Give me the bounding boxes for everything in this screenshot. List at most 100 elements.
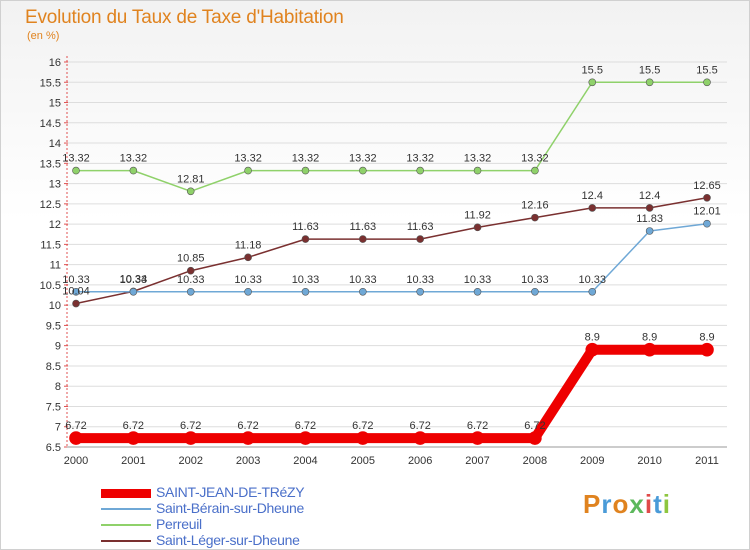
- data-point: [703, 219, 711, 228]
- y-tick-label: 10.5: [40, 280, 61, 292]
- data-label: 12.16: [521, 200, 549, 212]
- data-label: 6.72: [123, 420, 144, 432]
- logo-letter: x: [629, 489, 645, 519]
- data-point: [244, 287, 252, 296]
- y-tick-label: 13.5: [40, 158, 61, 170]
- data-label: 10.33: [521, 274, 549, 286]
- data-label: 10.33: [406, 274, 434, 286]
- x-tick-label: 2010: [637, 455, 661, 467]
- data-point: [416, 235, 424, 243]
- data-label: 10.33: [579, 274, 607, 286]
- data-label: 6.72: [352, 420, 373, 432]
- data-label: 6.72: [467, 420, 488, 432]
- y-tick-label: 11.5: [40, 239, 61, 251]
- x-tick-label: 2003: [236, 455, 260, 467]
- data-label: 10.85: [177, 253, 205, 265]
- y-tick-label: 8.5: [46, 361, 61, 373]
- logo-letter: r: [601, 489, 613, 519]
- data-point: [588, 78, 597, 87]
- data-label: 6.72: [180, 420, 201, 432]
- data-label: 6.72: [409, 420, 430, 432]
- y-tick-label: 11: [50, 260, 61, 272]
- data-label: 10.34: [120, 273, 148, 285]
- data-label: 10.33: [292, 274, 320, 286]
- y-tick-label: 6.5: [46, 442, 61, 454]
- data-point: [126, 431, 141, 445]
- y-tick-label: 15: [49, 98, 61, 110]
- data-label: 11.83: [636, 213, 663, 225]
- data-point: [585, 342, 600, 357]
- legend-swatch: [101, 524, 151, 526]
- data-point: [359, 287, 367, 296]
- data-point: [531, 213, 539, 222]
- legend-label: SAINT-JEAN-DE-TRéZY: [156, 484, 305, 500]
- x-tick-label: 2000: [64, 455, 88, 467]
- data-point: [72, 299, 80, 308]
- data-point: [473, 166, 482, 175]
- data-point: [416, 166, 424, 175]
- data-point: [301, 287, 310, 296]
- data-point: [186, 187, 195, 196]
- data-point: [588, 204, 597, 212]
- data-label: 10.33: [234, 274, 262, 286]
- data-label: 10.33: [62, 274, 90, 286]
- data-label: 6.72: [237, 420, 258, 432]
- data-point: [129, 287, 138, 296]
- data-point: [359, 166, 367, 175]
- x-tick-label: 2007: [465, 455, 489, 467]
- data-point: [72, 287, 80, 296]
- data-point: [72, 166, 80, 175]
- y-tick-label: 10: [49, 300, 61, 312]
- y-tick-label: 14.5: [40, 118, 61, 130]
- data-label: 11.63: [292, 221, 319, 233]
- data-point: [298, 431, 313, 445]
- data-label: 13.32: [349, 153, 377, 165]
- legend-label: Saint-Léger-sur-Dheune: [156, 532, 300, 548]
- data-label: 10.33: [177, 274, 205, 286]
- data-label: 11.18: [235, 239, 262, 251]
- y-tick-label: 12.5: [40, 199, 61, 211]
- x-tick-label: 2006: [408, 455, 432, 467]
- x-tick-label: 2001: [121, 455, 145, 467]
- data-point: [531, 166, 539, 175]
- y-tick-label: 16: [49, 57, 61, 69]
- y-tick-label: 8: [55, 381, 61, 393]
- data-label: 13.32: [464, 153, 492, 165]
- y-tick-label: 13: [49, 179, 61, 191]
- x-tick-label: 2011: [695, 455, 719, 467]
- data-label: 15.5: [582, 64, 603, 76]
- data-point: [645, 204, 654, 212]
- data-point: [470, 431, 485, 445]
- data-label: 11.63: [349, 221, 376, 233]
- y-tick-label: 15.5: [40, 77, 61, 89]
- data-point: [301, 235, 310, 243]
- data-point: [473, 287, 482, 296]
- y-axis-unit: (en %): [27, 30, 60, 42]
- data-point: [413, 431, 427, 445]
- data-label: 10.04: [62, 286, 90, 298]
- data-label: 8.9: [585, 332, 600, 344]
- data-label: 10.33: [349, 274, 377, 286]
- data-label: 15.5: [696, 64, 717, 76]
- proxiti-logo: Proxiti: [583, 489, 671, 520]
- legend-swatch: [101, 489, 151, 498]
- data-label: 13.32: [406, 153, 434, 165]
- y-tick-label: 12: [49, 219, 61, 231]
- y-tick-label: 9.5: [46, 320, 61, 332]
- series-line: [75, 197, 708, 305]
- data-label: 11.63: [407, 221, 434, 233]
- data-point: [183, 431, 198, 445]
- data-label: 13.32: [521, 153, 549, 165]
- data-point: [588, 287, 597, 296]
- logo-letter: P: [583, 489, 602, 519]
- logo-letter: t: [653, 489, 663, 519]
- y-tick-label: 7.5: [46, 401, 61, 413]
- data-label: 8.9: [642, 332, 657, 344]
- data-point: [473, 223, 482, 232]
- legend-swatch: [101, 540, 151, 542]
- data-label: 10.33: [464, 274, 492, 286]
- legend-swatch: [101, 508, 151, 510]
- data-label: 11.92: [464, 209, 491, 221]
- data-label: 13.32: [292, 153, 320, 165]
